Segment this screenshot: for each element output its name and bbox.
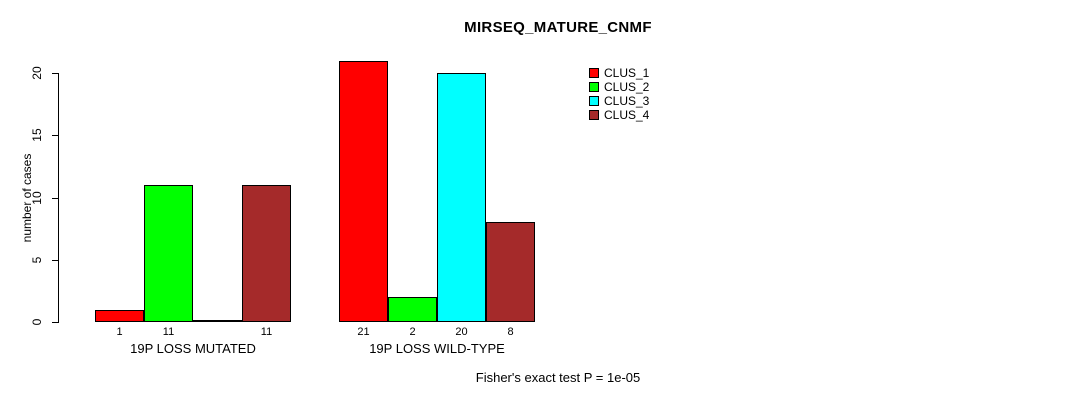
chart-title: MIRSEQ_MATURE_CNMF	[464, 19, 652, 36]
legend-item: CLUS_4	[589, 108, 649, 122]
bar-clus_1-1	[95, 310, 144, 322]
bar-clus_4-2	[486, 222, 535, 322]
bar-clus_1-2	[339, 61, 388, 322]
legend-item: CLUS_1	[589, 66, 649, 80]
y-tick-mark	[52, 197, 59, 199]
bar-value-label: 1	[116, 326, 123, 338]
bar-value-label: 11	[260, 326, 273, 338]
y-tick-label: 5	[30, 256, 44, 264]
legend-item: CLUS_2	[589, 80, 649, 94]
legend-swatch-clus_4	[589, 110, 599, 120]
bar-value-label: 2	[409, 326, 416, 338]
legend-label: CLUS_1	[604, 66, 650, 80]
legend-swatch-clus_2	[589, 82, 599, 92]
legend-swatch-clus_1	[589, 68, 599, 78]
y-tick-mark	[52, 135, 59, 137]
legend-label: CLUS_2	[604, 80, 650, 94]
bar-value-label: 21	[357, 326, 370, 338]
y-tick-label: 15	[30, 128, 44, 142]
legend-swatch-clus_3	[589, 96, 599, 106]
bar-value-label: 8	[507, 326, 514, 338]
y-tick-mark	[52, 322, 59, 323]
y-tick-label: 10	[30, 190, 44, 205]
legend-item: CLUS_3	[589, 94, 649, 108]
y-tick-mark	[52, 73, 59, 74]
fisher-test-annotation: Fisher's exact test P = 1e-05	[475, 370, 641, 385]
bar-clus_3-1-zero	[193, 320, 242, 322]
legend: CLUS_1 CLUS_2 CLUS_3 CLUS_4	[589, 66, 649, 122]
bar-clus_3-2	[437, 73, 486, 322]
category-label: 19P LOSS MUTATED	[130, 341, 256, 356]
bar-clus_2-1	[144, 185, 193, 322]
bar-clus_2-2	[388, 297, 437, 322]
y-tick-label: 20	[30, 66, 44, 80]
legend-label: CLUS_4	[604, 108, 650, 122]
category-label: 19P LOSS WILD-TYPE	[369, 341, 505, 356]
y-tick-mark	[52, 259, 59, 261]
legend-label: CLUS_3	[604, 94, 650, 108]
bar-value-label: 20	[455, 326, 468, 338]
bar-clus_4-1	[242, 185, 291, 322]
bar-value-label: 11	[162, 326, 175, 338]
y-tick-label: 0	[30, 318, 44, 326]
